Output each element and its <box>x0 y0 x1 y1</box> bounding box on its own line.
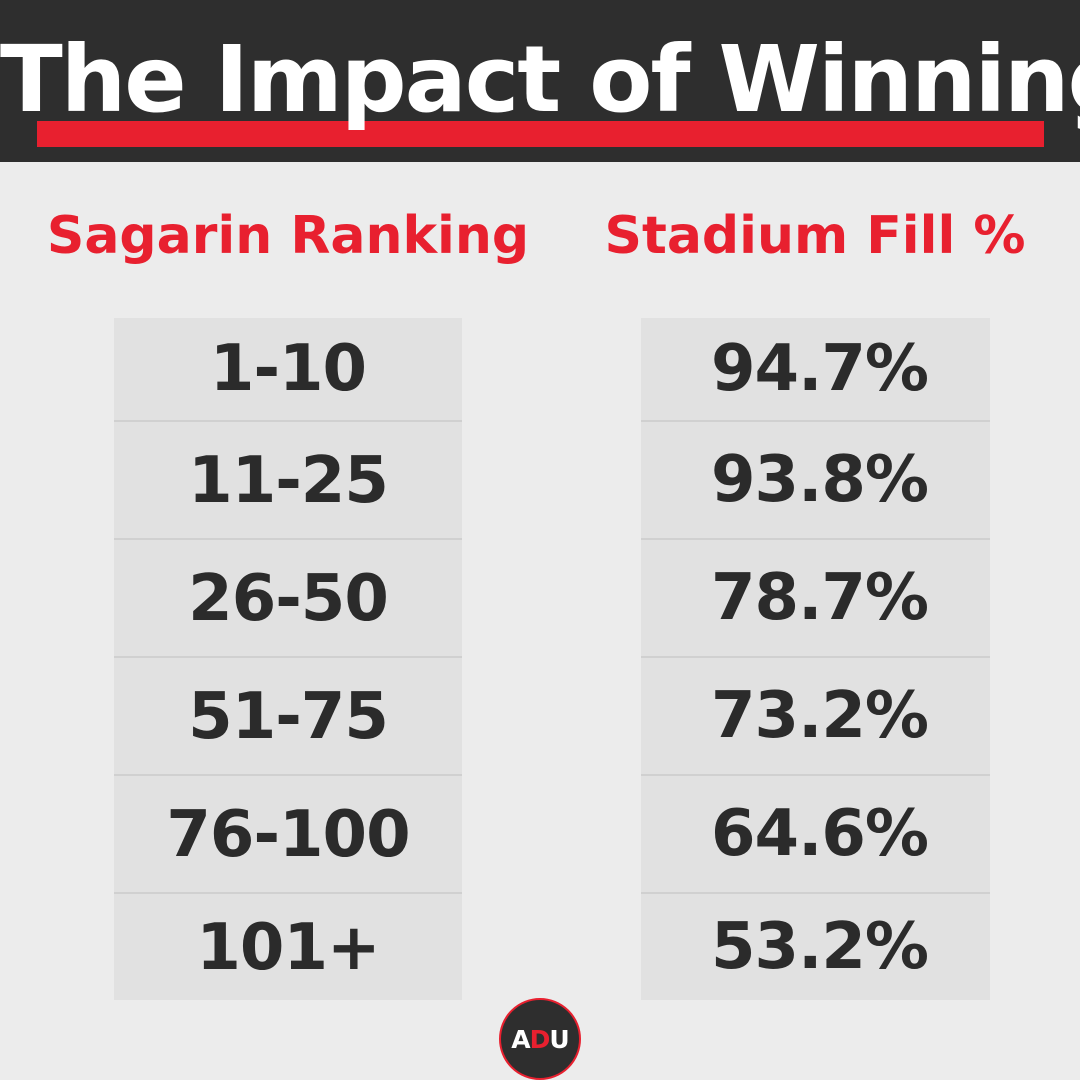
table-cell-ranking: 76-100 <box>114 774 462 894</box>
ranking-column: 1-10 11-25 26-50 51-75 76-100 101+ <box>114 318 462 1000</box>
table-cell-ranking: 101+ <box>114 892 462 1002</box>
page-title: The Impact of Winning <box>0 26 1080 133</box>
table-cell-ranking: 26-50 <box>114 538 462 658</box>
table-cell-ranking: 11-25 <box>114 420 462 540</box>
title-underline-bar <box>37 121 1044 147</box>
adu-logo: ADU <box>499 998 581 1080</box>
column-header-fill: Stadium Fill % <box>604 206 1026 266</box>
table-cell-ranking: 1-10 <box>209 332 367 406</box>
table-cell-ranking: 51-75 <box>114 656 462 776</box>
logo-text: ADU <box>511 1024 569 1054</box>
table-cell-fill: 78.7% <box>641 538 990 656</box>
table-cell-fill: 64.6% <box>641 774 990 892</box>
fill-column: 94.7% 93.8% 78.7% 73.2% 64.6% 53.2% <box>641 318 990 1000</box>
table-cell-fill: 53.2% <box>641 892 990 1000</box>
table-cell-fill: 73.2% <box>641 656 990 774</box>
table-cell-fill: 94.7% <box>711 332 929 406</box>
column-header-ranking: Sagarin Ranking <box>46 206 530 266</box>
table-cell-fill: 93.8% <box>641 420 990 538</box>
